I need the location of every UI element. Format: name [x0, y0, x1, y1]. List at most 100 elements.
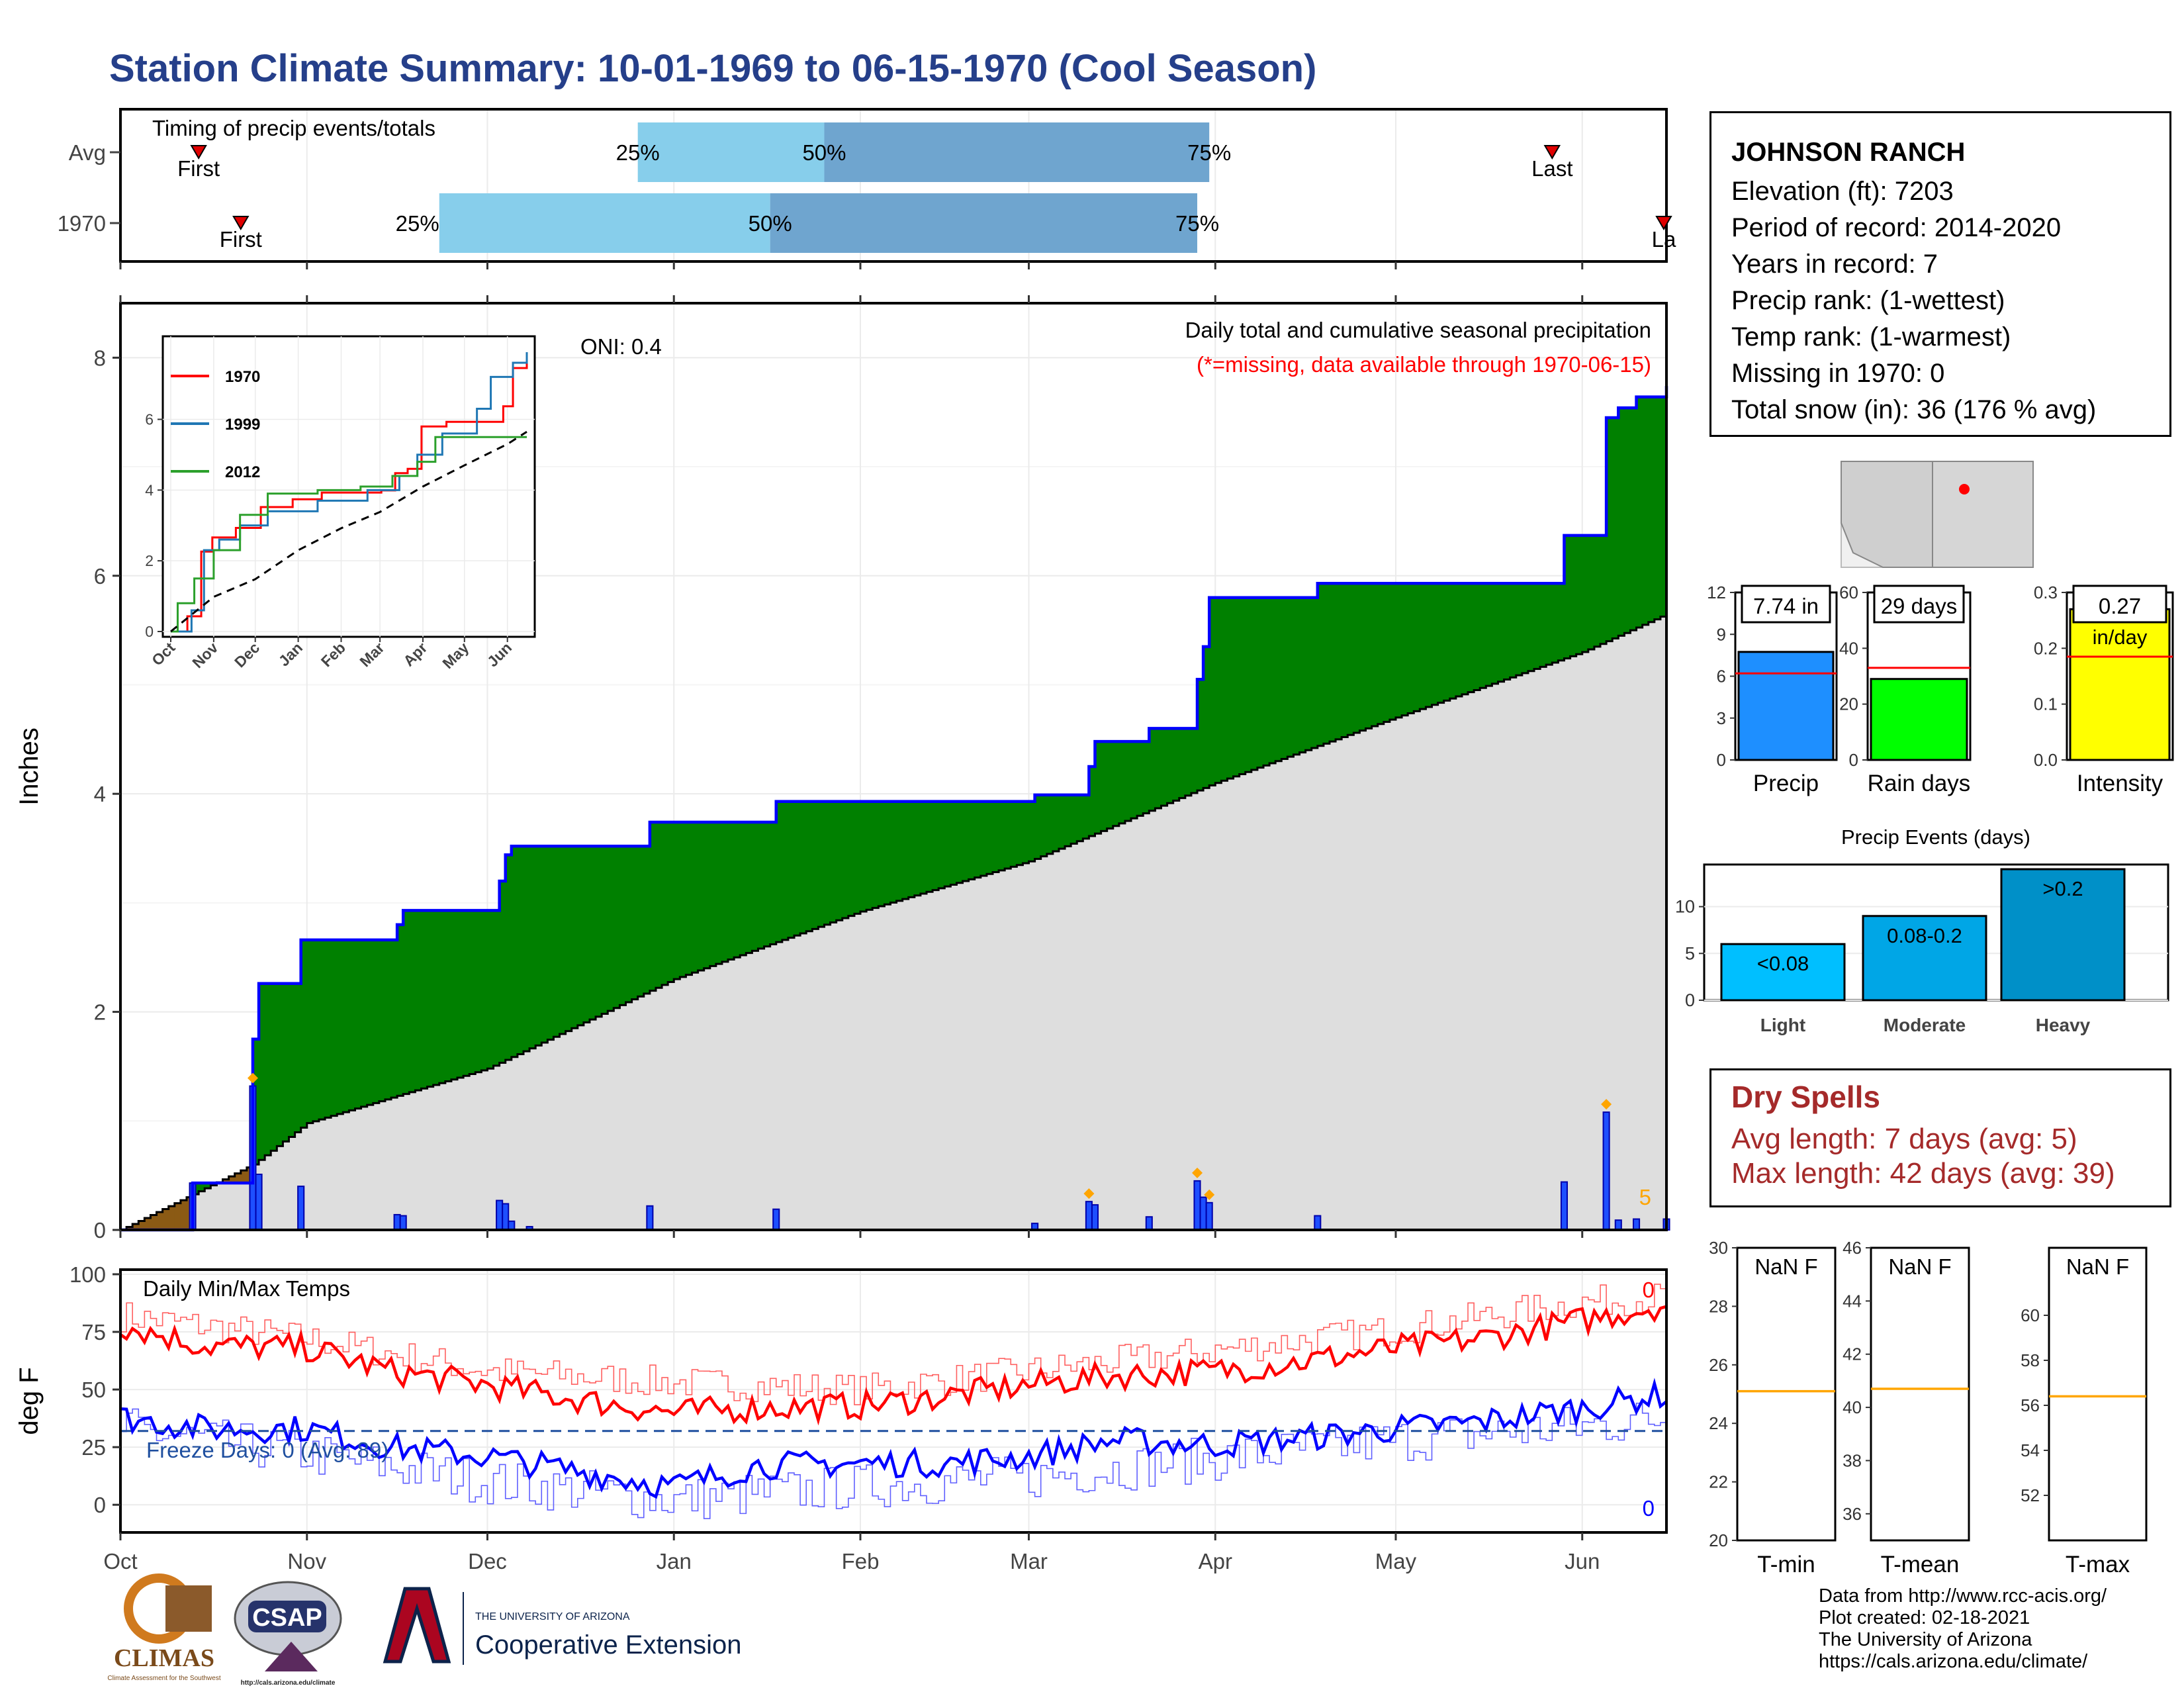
temp-max-line — [119, 1305, 1667, 1426]
temp-ytick-label: 0 — [94, 1493, 106, 1517]
surplus-area — [1329, 583, 1336, 742]
temp-box-label: T-max — [2066, 1552, 2130, 1577]
surplus-area — [511, 846, 518, 1057]
season-bar-ytick-label: 60 — [1839, 583, 1858, 602]
surplus-area — [1636, 397, 1643, 628]
inset-panel: 0 2 4 6 Oct Nov Dec Jan Feb Mar Apr May Jun 1970 1999 2… — [145, 335, 536, 672]
surplus-area — [631, 846, 639, 1000]
inset-series-1970 — [171, 357, 528, 633]
surplus-area — [1065, 794, 1071, 847]
station-precip-rank: Precip rank: (1-wettest) — [1731, 286, 2005, 315]
surplus-area — [1606, 417, 1613, 641]
surplus-area — [385, 939, 392, 1100]
surplus-area — [541, 846, 548, 1043]
surplus-area — [1155, 728, 1162, 808]
surplus-area — [1449, 583, 1457, 699]
surplus-area — [1107, 741, 1114, 829]
ua-big-text: Cooperative Extension — [475, 1630, 741, 1660]
daily-precip-bar — [255, 1174, 263, 1231]
surplus-area — [1305, 597, 1312, 751]
daily-precip-bar — [1199, 1196, 1207, 1231]
surplus-area — [523, 846, 530, 1052]
temp-xtick-label: Dec — [468, 1549, 507, 1573]
timing-frame — [119, 108, 1668, 263]
surplus-area — [397, 924, 404, 1096]
surplus-area — [602, 846, 608, 1014]
season-bar-value-box — [1873, 585, 1965, 624]
temp-ytick-label: 75 — [81, 1320, 106, 1344]
surplus-area — [709, 822, 717, 966]
surplus-area — [1534, 583, 1541, 669]
timing-first-label: First — [220, 227, 262, 252]
surplus-area — [698, 822, 705, 970]
events-category-label: Moderate — [1884, 1015, 1966, 1035]
surplus-area — [776, 801, 783, 943]
events-ytick-label: 10 — [1675, 897, 1695, 917]
daily-precip-bar — [646, 1205, 654, 1231]
surplus-area — [1251, 597, 1258, 770]
surplus-area — [1317, 583, 1324, 746]
surplus-area — [1161, 728, 1168, 806]
surplus-area — [475, 910, 482, 1072]
surplus-area — [788, 801, 795, 938]
surplus-area — [409, 910, 416, 1092]
surplus-area — [1552, 583, 1559, 663]
surplus-area — [1402, 583, 1408, 716]
min-count: 0 — [1643, 1496, 1655, 1521]
surplus-area — [1149, 728, 1156, 811]
season-bar-label: Precip — [1753, 771, 1819, 796]
surplus-area — [367, 939, 374, 1105]
season-bar-ytick-label: 12 — [1707, 583, 1726, 602]
surplus-area — [902, 801, 909, 900]
timing-last-marker — [1543, 145, 1561, 160]
surplus-area — [577, 846, 584, 1025]
inset-normal-line — [170, 430, 527, 633]
season-bar-value: 0.27 — [2099, 594, 2141, 618]
surplus-area — [800, 801, 807, 933]
surplus-area — [794, 801, 801, 936]
surplus-area — [1245, 597, 1252, 773]
surplus-area — [295, 983, 302, 1133]
surplus-area — [824, 801, 831, 925]
surplus-area — [469, 910, 476, 1074]
timing-first-marker — [232, 216, 250, 230]
temp-box-ytick-label: 36 — [1843, 1504, 1862, 1524]
temp-xtick-label: Apr — [1199, 1549, 1232, 1573]
season-bar-unit: in/day — [2093, 626, 2148, 649]
surplus-area — [1058, 794, 1066, 849]
temp-box-ytick-label: 56 — [2021, 1395, 2040, 1415]
surplus-area — [379, 939, 386, 1102]
season-bar-ytick-label: 0 — [1717, 750, 1726, 770]
surplus-area — [349, 939, 356, 1111]
surplus-area — [836, 801, 843, 921]
surplus-area — [1083, 794, 1090, 839]
surplus-area — [752, 822, 759, 951]
surplus-area — [1323, 583, 1330, 744]
surplus-area — [1510, 583, 1517, 678]
surplus-area — [1570, 535, 1577, 657]
timing-last-label: Last — [1531, 156, 1572, 181]
surplus-area — [770, 822, 777, 945]
inset-xtick-label: Apr — [400, 639, 430, 669]
timing-q25-label: 25% — [396, 211, 439, 236]
timing-box-q50-q75 — [824, 122, 1210, 182]
temp-box-ytick-label: 40 — [1843, 1397, 1862, 1417]
climas-logo-subtext: Climate Assessment for the Southwest — [107, 1675, 220, 1682]
surplus-area — [487, 910, 494, 1069]
snow-day-marker — [1601, 1099, 1612, 1110]
surplus-area — [866, 801, 873, 910]
surplus-area — [854, 801, 861, 914]
surplus-area — [1359, 583, 1367, 731]
footer-credits: Data from http://www.rcc-acis.org/ Plot … — [1819, 1585, 2107, 1673]
temp-avg-min-line — [120, 1402, 1667, 1519]
surplus-area — [933, 801, 939, 890]
surplus-area — [1546, 583, 1553, 665]
surplus-area — [1383, 583, 1390, 722]
surplus-area — [259, 983, 265, 1160]
season-bar-ytick-label: 0.0 — [2034, 750, 2058, 770]
surplus-area — [758, 822, 765, 949]
events-bar-label: >0.2 — [2042, 877, 2083, 900]
page-title: Station Climate Summary: 10-01-1969 to 0… — [109, 47, 1317, 90]
timing-first-label: First — [177, 156, 220, 181]
deficit-area — [234, 1173, 242, 1184]
